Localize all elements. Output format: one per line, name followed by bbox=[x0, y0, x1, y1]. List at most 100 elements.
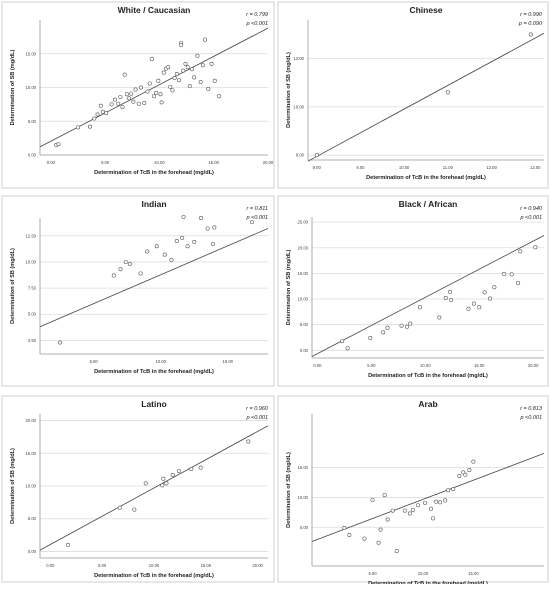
panel-border bbox=[1, 195, 275, 387]
data-point bbox=[176, 78, 181, 83]
data-point bbox=[161, 70, 166, 75]
data-point bbox=[117, 505, 122, 510]
data-point bbox=[528, 32, 533, 37]
data-point bbox=[340, 339, 345, 344]
data-point bbox=[422, 500, 427, 505]
data-point bbox=[394, 549, 399, 554]
x-tick-label: 0.00 bbox=[46, 563, 55, 568]
panel-border bbox=[277, 1, 549, 189]
data-point bbox=[342, 525, 347, 530]
y-tick-label: 15.00 bbox=[298, 271, 309, 276]
data-point bbox=[211, 242, 216, 247]
correlation-p: p <0.001 bbox=[519, 415, 542, 421]
data-point bbox=[347, 533, 352, 538]
data-point bbox=[198, 216, 203, 221]
y-tick-label: 10.00 bbox=[298, 297, 309, 302]
y-tick-label: 20.00 bbox=[298, 245, 309, 250]
data-point bbox=[145, 249, 150, 254]
y-axis-label: Determination of SB (mg/dL) bbox=[286, 52, 292, 128]
x-tick-label: 10.00 bbox=[155, 359, 166, 364]
regression-line bbox=[311, 452, 545, 542]
x-tick-label: 5.00 bbox=[90, 359, 99, 364]
x-tick-label: 15.00 bbox=[223, 359, 234, 364]
data-point bbox=[123, 259, 128, 264]
data-point bbox=[518, 249, 523, 254]
data-point bbox=[415, 503, 420, 508]
data-point bbox=[390, 508, 395, 513]
data-point bbox=[203, 37, 208, 42]
y-axis-label: Determination of SB (mg/dL) bbox=[286, 249, 292, 325]
x-tick-label: 9.00 bbox=[356, 165, 365, 170]
data-point bbox=[217, 94, 222, 99]
data-point bbox=[98, 103, 103, 108]
data-point bbox=[147, 81, 152, 86]
data-point bbox=[408, 321, 413, 326]
y-tick-label: 5.00 bbox=[300, 322, 309, 327]
panel-title: Black / African bbox=[399, 199, 458, 209]
data-point bbox=[198, 80, 203, 85]
data-point bbox=[170, 472, 175, 477]
data-point bbox=[104, 111, 109, 116]
data-point bbox=[100, 109, 105, 114]
data-point bbox=[181, 68, 186, 73]
data-point bbox=[76, 125, 81, 130]
x-tick-label: 10.00 bbox=[418, 571, 429, 576]
data-point bbox=[156, 78, 161, 83]
data-point bbox=[143, 481, 148, 486]
correlation-r: r = 0.799 bbox=[246, 12, 268, 18]
regression-line bbox=[39, 228, 269, 328]
y-tick-label: 15.00 bbox=[26, 51, 37, 56]
data-point bbox=[154, 244, 159, 249]
y-tick-label: 5.00 bbox=[28, 119, 37, 124]
correlation-p: p <0.001 bbox=[245, 215, 268, 221]
data-point bbox=[109, 102, 114, 107]
data-point bbox=[198, 465, 203, 470]
data-point bbox=[212, 78, 217, 83]
y-tick-label: 10.00 bbox=[26, 85, 37, 90]
data-point bbox=[385, 325, 390, 330]
y-tick-label: 10.00 bbox=[26, 484, 37, 489]
y-tick-label: 15.00 bbox=[298, 465, 309, 470]
data-point bbox=[463, 472, 468, 477]
data-point bbox=[466, 306, 471, 311]
data-point bbox=[457, 473, 462, 478]
data-point bbox=[443, 498, 448, 503]
data-point bbox=[205, 226, 210, 231]
data-point bbox=[180, 235, 185, 240]
data-point bbox=[187, 84, 192, 89]
y-tick-label: 5.00 bbox=[28, 312, 37, 317]
data-point bbox=[164, 481, 169, 486]
x-tick-label: 0.00 bbox=[47, 160, 56, 165]
data-point bbox=[127, 96, 132, 101]
x-tick-label: 8.00 bbox=[313, 165, 322, 170]
data-point bbox=[448, 289, 453, 294]
y-axis-label: Determination of SB (mg/dL) bbox=[10, 248, 16, 324]
data-point bbox=[509, 272, 514, 277]
panel-border bbox=[277, 195, 549, 387]
panel-title: White / Caucasian bbox=[118, 5, 191, 15]
data-point bbox=[404, 324, 409, 329]
x-axis-label: Determination of TcB in the forehead (mg… bbox=[94, 573, 214, 579]
data-point bbox=[370, 497, 375, 502]
data-point bbox=[133, 87, 138, 92]
data-point bbox=[138, 271, 143, 276]
data-point bbox=[160, 483, 165, 488]
data-point bbox=[152, 94, 157, 99]
x-tick-label: 13.00 bbox=[530, 165, 541, 170]
y-tick-label: 15.00 bbox=[26, 451, 37, 456]
data-point bbox=[159, 100, 164, 105]
data-point bbox=[131, 99, 136, 104]
data-point bbox=[95, 112, 100, 117]
data-point bbox=[438, 500, 443, 505]
x-axis-label: Determination of TcB in the forehead (mg… bbox=[94, 369, 214, 375]
data-point bbox=[451, 487, 456, 492]
x-axis-label: Determination of TcB in the forehead (mg… bbox=[366, 175, 486, 181]
data-point bbox=[385, 517, 390, 522]
data-point bbox=[142, 101, 147, 106]
data-point bbox=[168, 84, 173, 89]
data-point bbox=[492, 285, 497, 290]
data-point bbox=[362, 536, 367, 541]
data-point bbox=[402, 508, 407, 513]
data-point bbox=[136, 101, 141, 106]
